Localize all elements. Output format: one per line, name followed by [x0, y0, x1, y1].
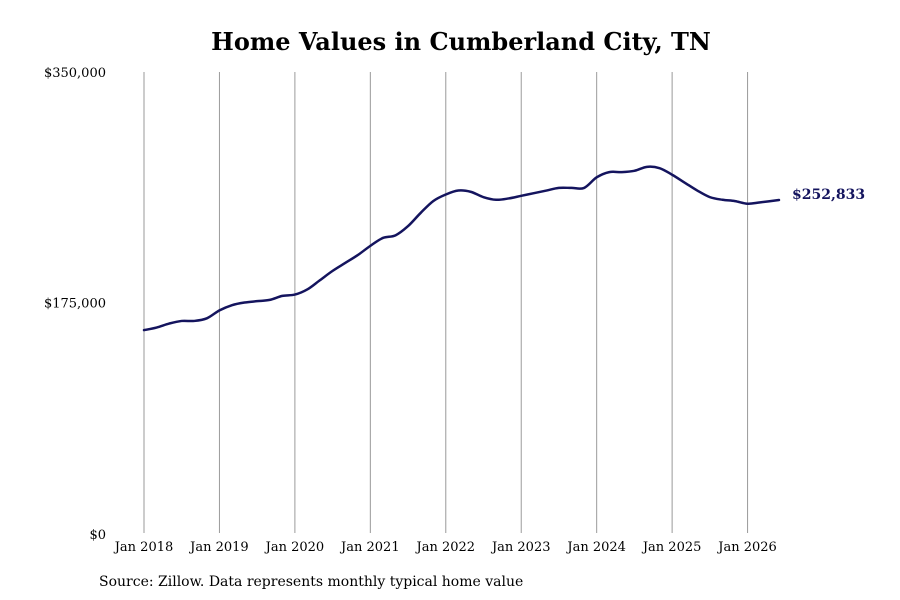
grid-lines — [143, 72, 749, 533]
end-value-label: $252,833 — [792, 187, 865, 203]
chart-title: Home Values in Cumberland City, TN — [211, 27, 711, 56]
y-axis-ticks: $0 $175,000 $350,000 — [44, 66, 106, 543]
x-axis-ticks: Jan 2018 Jan 2019 Jan 2020 Jan 2021 Jan 2022… — [113, 540, 777, 555]
x-tick-label: Jan 2022 — [415, 540, 476, 555]
x-tick-label: Jan 2019 — [188, 540, 249, 555]
x-tick-label: Jan 2023 — [490, 540, 551, 555]
x-tick-label: Jan 2020 — [264, 540, 325, 555]
x-tick-label: Jan 2026 — [716, 540, 777, 555]
y-tick-label: $175,000 — [44, 297, 106, 312]
x-tick-label: Jan 2025 — [641, 540, 702, 555]
home-value-line — [142, 165, 781, 332]
y-tick-label: $350,000 — [44, 66, 106, 81]
x-tick-label: Jan 2024 — [565, 540, 626, 555]
y-tick-label: $0 — [89, 528, 106, 543]
x-tick-label: Jan 2018 — [113, 540, 174, 555]
x-tick-label: Jan 2021 — [339, 540, 400, 555]
source-note: Source: Zillow. Data represents monthly … — [99, 574, 523, 590]
